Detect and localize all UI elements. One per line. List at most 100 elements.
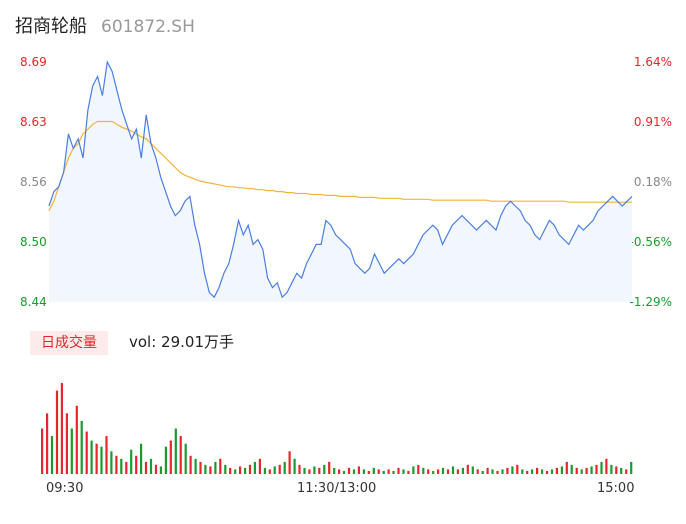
price-label-2: 8.63 xyxy=(20,115,47,129)
volume-bar xyxy=(95,443,98,474)
price-label-5: 8.44 xyxy=(20,295,47,309)
time-label-close: 15:00 xyxy=(597,481,635,496)
volume-bar xyxy=(441,467,445,474)
volume-bar xyxy=(427,469,430,474)
volume-bar xyxy=(130,449,133,474)
volume-bar xyxy=(184,443,187,474)
volume-bar xyxy=(268,469,271,474)
volume-bar xyxy=(397,467,400,474)
volume-readout: vol: 29.01万手 xyxy=(129,333,234,351)
volume-bar xyxy=(164,446,167,474)
volume-bar xyxy=(209,466,212,474)
volume-bar xyxy=(456,469,459,474)
volume-bar xyxy=(382,471,385,474)
volume-bar xyxy=(323,464,326,474)
volume-bar xyxy=(219,458,222,474)
volume-bar xyxy=(125,461,128,474)
price-area-fill xyxy=(49,62,632,302)
volume-bar xyxy=(605,458,608,474)
volume-bar xyxy=(283,461,286,474)
volume-bar xyxy=(585,467,588,474)
volume-bar xyxy=(293,458,296,474)
volume-bar xyxy=(620,467,623,474)
volume-bar xyxy=(615,466,618,474)
volume-bar xyxy=(610,464,613,474)
volume-bar xyxy=(387,469,390,474)
volume-bar xyxy=(446,469,450,474)
volume-bar xyxy=(347,467,351,474)
volume-bar xyxy=(501,469,504,474)
volume-bar xyxy=(432,471,435,474)
volume-bar xyxy=(115,455,118,474)
volume-bar xyxy=(545,471,549,474)
volume-bar xyxy=(100,446,103,474)
volume-bar xyxy=(580,469,583,474)
volume-bar xyxy=(471,466,474,474)
volume-bar xyxy=(392,471,395,474)
volume-bar xyxy=(258,458,261,474)
volume-bar xyxy=(531,469,534,474)
price-label-4: 8.50 xyxy=(20,235,47,249)
volume-bar xyxy=(526,471,529,474)
volume-bar xyxy=(70,428,73,474)
volume-bar xyxy=(550,469,554,474)
volume-bar xyxy=(234,469,237,474)
volume-bar xyxy=(402,469,405,474)
volume-tab[interactable]: 日成交量 xyxy=(30,331,108,355)
volume-bar xyxy=(422,467,425,474)
volume-bar xyxy=(437,469,440,474)
volume-bar xyxy=(590,466,593,474)
volume-bar xyxy=(565,461,568,474)
volume-bar xyxy=(263,467,266,474)
volume-bar xyxy=(110,451,113,475)
volume-bar xyxy=(412,466,415,474)
volume-bar xyxy=(90,440,93,474)
stock-header: 招商轮船 601872.SH xyxy=(15,12,195,40)
volume-bar xyxy=(536,467,539,474)
volume-bar xyxy=(60,383,63,474)
volume-bar xyxy=(80,420,83,474)
volume-bar xyxy=(511,466,514,474)
volume-bar xyxy=(159,466,162,474)
volume-bar xyxy=(521,469,524,474)
volume-bar xyxy=(362,469,365,474)
volume-bar xyxy=(303,467,306,474)
volume-bar xyxy=(491,469,494,474)
volume-bar xyxy=(214,461,217,474)
volume-bar xyxy=(179,436,182,474)
volume-bar xyxy=(595,464,598,474)
volume-bar xyxy=(318,467,321,474)
volume-bar xyxy=(85,431,88,474)
volume-bar xyxy=(516,464,519,474)
volume-bar xyxy=(273,466,276,474)
volume-bar xyxy=(204,464,207,474)
volume-bar xyxy=(65,413,68,474)
volume-bar xyxy=(357,466,360,474)
volume-bar xyxy=(575,467,578,474)
pct-label-1: 1.64% xyxy=(633,55,672,69)
volume-bar xyxy=(154,464,158,474)
volume-bar xyxy=(600,461,603,474)
volume-bar xyxy=(55,390,59,474)
volume-bar xyxy=(451,466,455,474)
volume-bar xyxy=(41,428,44,474)
time-label-mid: 11:30/13:00 xyxy=(297,481,377,496)
volume-bar xyxy=(229,467,232,474)
volume-bar xyxy=(496,471,499,474)
volume-bar xyxy=(105,436,108,474)
volume-bar xyxy=(506,467,509,474)
volume-bar xyxy=(120,458,123,474)
volume-bar xyxy=(333,467,336,474)
volume-bar xyxy=(555,467,558,474)
volume-bar xyxy=(486,467,489,474)
volume-bar xyxy=(352,469,356,474)
volume-bar xyxy=(169,440,172,474)
volume-bar xyxy=(244,467,247,474)
stock-name: 招商轮船 xyxy=(15,16,87,37)
volume-bar xyxy=(417,464,420,474)
volume-bar xyxy=(239,466,242,474)
pct-label-4: -0.56% xyxy=(629,235,672,249)
volume-bar xyxy=(570,464,573,474)
volume-bar xyxy=(135,455,138,474)
volume-bar xyxy=(199,461,202,474)
